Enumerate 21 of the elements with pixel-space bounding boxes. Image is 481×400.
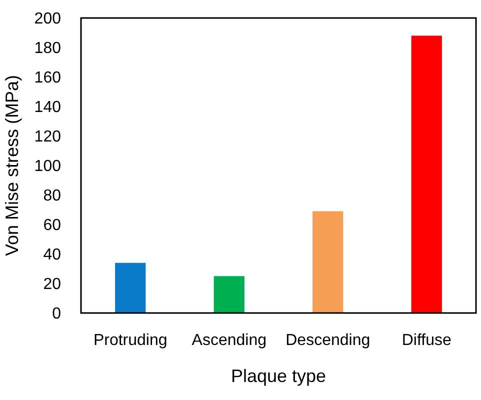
y-tick-label: 120 (34, 128, 62, 146)
y-axis-title: Von Mise stress (MPa) (2, 74, 22, 256)
x-tick-label: Protruding (93, 332, 168, 349)
bar (214, 276, 244, 313)
y-tick-label: 100 (34, 158, 62, 176)
x-tick-label: Descending (286, 332, 370, 349)
bar (115, 262, 146, 313)
x-tick-label: Diffuse (402, 332, 452, 349)
x-tick-label: Ascending (192, 332, 266, 349)
y-tick-label: 40 (43, 246, 62, 264)
y-tick-label: 60 (43, 217, 62, 234)
y-tick-label: 200 (34, 10, 62, 28)
x-axis-title: Plaque type (230, 366, 326, 386)
y-tick-label: 140 (34, 99, 62, 116)
y-tick-label: 20 (43, 276, 62, 294)
bar (411, 36, 442, 313)
bar (312, 211, 344, 313)
y-tick-label: 80 (43, 188, 62, 205)
y-tick-label: 160 (34, 70, 62, 87)
y-tick-label: 0 (52, 306, 62, 323)
y-tick-label: 180 (34, 40, 62, 58)
